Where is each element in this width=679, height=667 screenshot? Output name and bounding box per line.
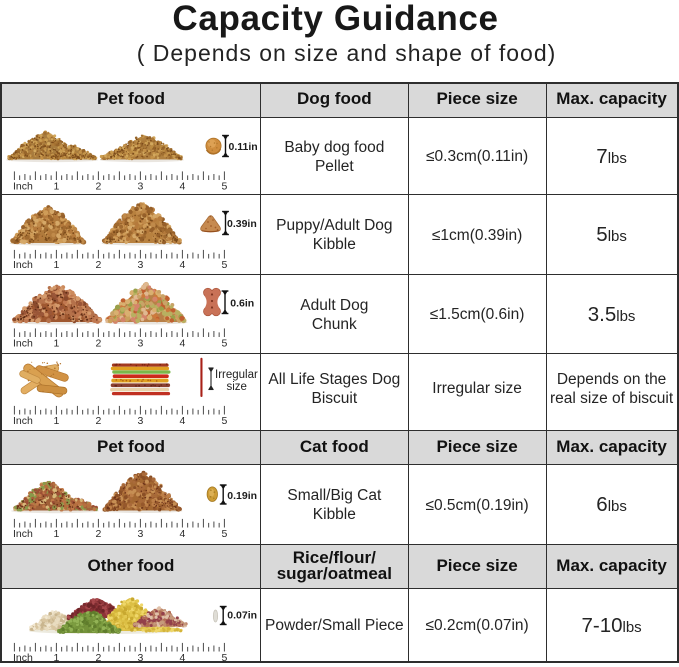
svg-text:Inch: Inch <box>13 259 33 271</box>
svg-text:5: 5 <box>221 528 227 540</box>
svg-text:2: 2 <box>95 338 101 350</box>
svg-text:0.11in: 0.11in <box>229 141 258 153</box>
svg-text:1: 1 <box>53 528 59 540</box>
svg-text:3: 3 <box>137 338 143 350</box>
svg-text:Inch: Inch <box>13 415 33 427</box>
svg-text:3: 3 <box>137 181 143 193</box>
svg-text:4: 4 <box>179 181 185 193</box>
svg-text:4: 4 <box>179 259 185 271</box>
svg-text:3: 3 <box>137 259 143 271</box>
svg-text:3: 3 <box>137 528 143 540</box>
svg-text:size: size <box>227 381 247 393</box>
svg-text:5: 5 <box>221 415 227 427</box>
svg-text:4: 4 <box>179 415 185 427</box>
svg-text:Inch: Inch <box>13 528 33 540</box>
svg-text:4: 4 <box>179 652 185 662</box>
svg-text:5: 5 <box>221 259 227 271</box>
svg-text:Inch: Inch <box>13 338 33 350</box>
svg-text:0.07in: 0.07in <box>227 610 257 622</box>
svg-text:1: 1 <box>53 338 59 350</box>
svg-text:2: 2 <box>95 415 101 427</box>
svg-text:Inch: Inch <box>13 181 33 193</box>
svg-text:0.19in: 0.19in <box>227 490 257 502</box>
svg-text:5: 5 <box>221 652 227 662</box>
svg-text:1: 1 <box>53 415 59 427</box>
svg-text:3: 3 <box>137 652 143 662</box>
svg-text:2: 2 <box>95 259 101 271</box>
svg-text:0.39in: 0.39in <box>227 218 257 230</box>
svg-text:0.6in: 0.6in <box>230 298 254 310</box>
svg-text:4: 4 <box>179 338 185 350</box>
svg-text:1: 1 <box>53 259 59 271</box>
svg-text:5: 5 <box>221 338 227 350</box>
svg-text:Inch: Inch <box>13 652 33 662</box>
svg-text:4: 4 <box>179 528 185 540</box>
svg-text:1: 1 <box>53 652 59 662</box>
svg-text:1: 1 <box>53 181 59 193</box>
svg-text:Irregular: Irregular <box>215 369 258 381</box>
svg-text:2: 2 <box>95 528 101 540</box>
svg-text:3: 3 <box>137 415 143 427</box>
svg-text:2: 2 <box>95 652 101 662</box>
svg-text:2: 2 <box>95 181 101 193</box>
svg-text:5: 5 <box>221 181 227 193</box>
